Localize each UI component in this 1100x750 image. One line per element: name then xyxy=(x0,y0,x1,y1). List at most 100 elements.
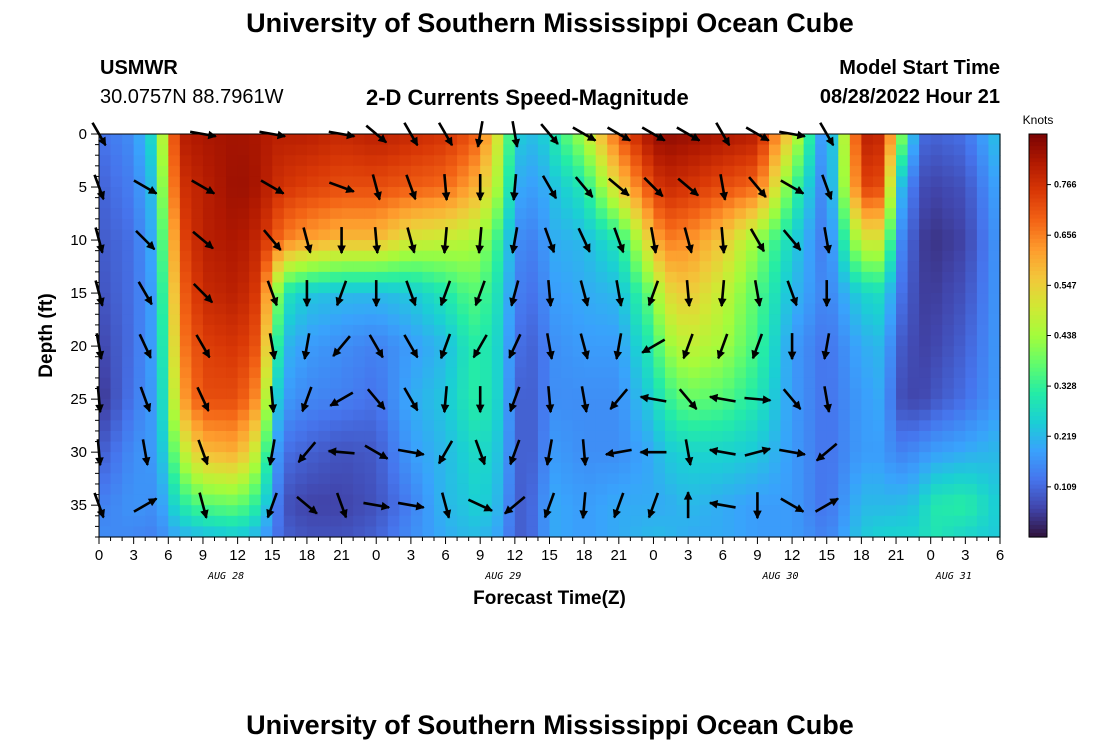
heatmap-cell xyxy=(942,197,955,209)
heatmap-cell xyxy=(341,430,354,443)
heatmap-cell xyxy=(803,240,816,252)
heatmap-cell xyxy=(688,155,701,167)
heatmap-cell xyxy=(665,356,678,368)
heatmap-cell xyxy=(341,155,354,167)
heatmap-cell xyxy=(849,356,862,368)
heatmap-cell xyxy=(226,250,239,262)
heatmap-cell xyxy=(699,165,712,178)
heatmap-cell xyxy=(722,399,735,411)
heatmap-cell xyxy=(410,314,424,326)
heatmap-cell xyxy=(179,441,193,453)
heatmap-cell xyxy=(168,144,181,156)
heatmap-cell xyxy=(803,134,816,146)
heatmap-cell xyxy=(665,335,678,347)
heatmap-cell xyxy=(988,430,1001,443)
heatmap-cell xyxy=(353,176,366,188)
heatmap-cell xyxy=(156,261,169,273)
heatmap-cell xyxy=(826,271,839,284)
heatmap-cell xyxy=(549,155,562,167)
heatmap-cell xyxy=(145,208,158,220)
heatmap-cell xyxy=(953,218,966,231)
heatmap-cell xyxy=(757,324,770,337)
colorbar-cell xyxy=(1029,162,1047,167)
heatmap-cell xyxy=(433,303,447,315)
heatmap-cell xyxy=(838,271,851,284)
current-vector-head xyxy=(483,503,493,512)
heatmap-cell xyxy=(237,324,250,337)
heatmap-cell xyxy=(849,388,862,400)
heatmap-cell xyxy=(849,483,862,496)
current-vector-head xyxy=(615,297,625,307)
heatmap-cell xyxy=(214,282,227,294)
heatmap-cell xyxy=(572,356,585,368)
heatmap-cell xyxy=(699,261,712,273)
heatmap-cell xyxy=(433,399,447,411)
heatmap-cell xyxy=(168,346,181,358)
heatmap-cell xyxy=(792,282,805,294)
heatmap-cell xyxy=(168,240,181,252)
heatmap-cell xyxy=(202,208,216,220)
heatmap-cell xyxy=(202,271,216,284)
heatmap-cell xyxy=(433,271,447,284)
heatmap-cell xyxy=(514,187,527,199)
heatmap-cell xyxy=(757,420,770,432)
heatmap-cell xyxy=(572,452,585,464)
heatmap-cell xyxy=(641,197,655,209)
heatmap-cell xyxy=(168,314,181,326)
heatmap-cell xyxy=(491,367,504,379)
heatmap-cell xyxy=(179,356,193,368)
heatmap-cell xyxy=(156,441,169,453)
heatmap-cell xyxy=(283,314,296,326)
heatmap-cell xyxy=(757,356,770,368)
heatmap-cell xyxy=(353,515,366,527)
heatmap-cell xyxy=(896,452,909,464)
heatmap-cell xyxy=(665,240,678,252)
heatmap-cell xyxy=(272,356,285,368)
heatmap-cell xyxy=(295,346,308,358)
heatmap-cell xyxy=(202,144,216,156)
heatmap-cell xyxy=(618,314,631,326)
heatmap-cell xyxy=(191,494,204,506)
heatmap-cell xyxy=(768,187,782,199)
heatmap-cell xyxy=(699,515,712,527)
heatmap-cell xyxy=(503,261,516,273)
heatmap-cell xyxy=(549,399,562,411)
heatmap-cell xyxy=(896,399,909,411)
heatmap-cell xyxy=(537,144,551,156)
current-vector-head xyxy=(792,400,802,410)
heatmap-cell xyxy=(861,367,874,379)
heatmap-cell xyxy=(202,229,216,241)
heatmap-cell xyxy=(110,144,123,156)
heatmap-cell xyxy=(572,303,585,315)
heatmap-cell xyxy=(711,409,724,421)
heatmap-cell xyxy=(260,240,273,252)
heatmap-cell xyxy=(295,430,308,443)
heatmap-cell xyxy=(711,187,724,199)
heatmap-cell xyxy=(514,208,527,220)
heatmap-cell xyxy=(734,505,747,517)
heatmap-cell xyxy=(214,271,227,284)
heatmap-cell xyxy=(503,218,516,231)
heatmap-cell xyxy=(630,324,643,337)
colorbar-tick-label: 0.547 xyxy=(1054,280,1077,290)
heatmap-cell xyxy=(757,250,770,262)
heatmap-cell xyxy=(561,515,574,527)
heatmap-cell xyxy=(815,409,828,421)
heatmap-cell xyxy=(480,346,493,358)
heatmap-cell xyxy=(110,399,123,411)
heatmap-cell xyxy=(665,208,678,220)
heatmap-cell xyxy=(549,261,562,273)
heatmap-cell xyxy=(641,409,655,421)
heatmap-cell xyxy=(422,282,435,294)
x-tick-label: 6 xyxy=(164,547,172,564)
heatmap-cell xyxy=(734,314,747,326)
heatmap-cell xyxy=(133,218,146,231)
heatmap-cell xyxy=(584,377,597,390)
heatmap-cell xyxy=(214,441,227,453)
heatmap-cell xyxy=(722,452,735,464)
heatmap-cell xyxy=(653,409,666,421)
heatmap-cell xyxy=(110,346,123,358)
heatmap-cell xyxy=(976,420,990,432)
heatmap-cell xyxy=(376,515,389,527)
heatmap-cell xyxy=(942,271,955,284)
